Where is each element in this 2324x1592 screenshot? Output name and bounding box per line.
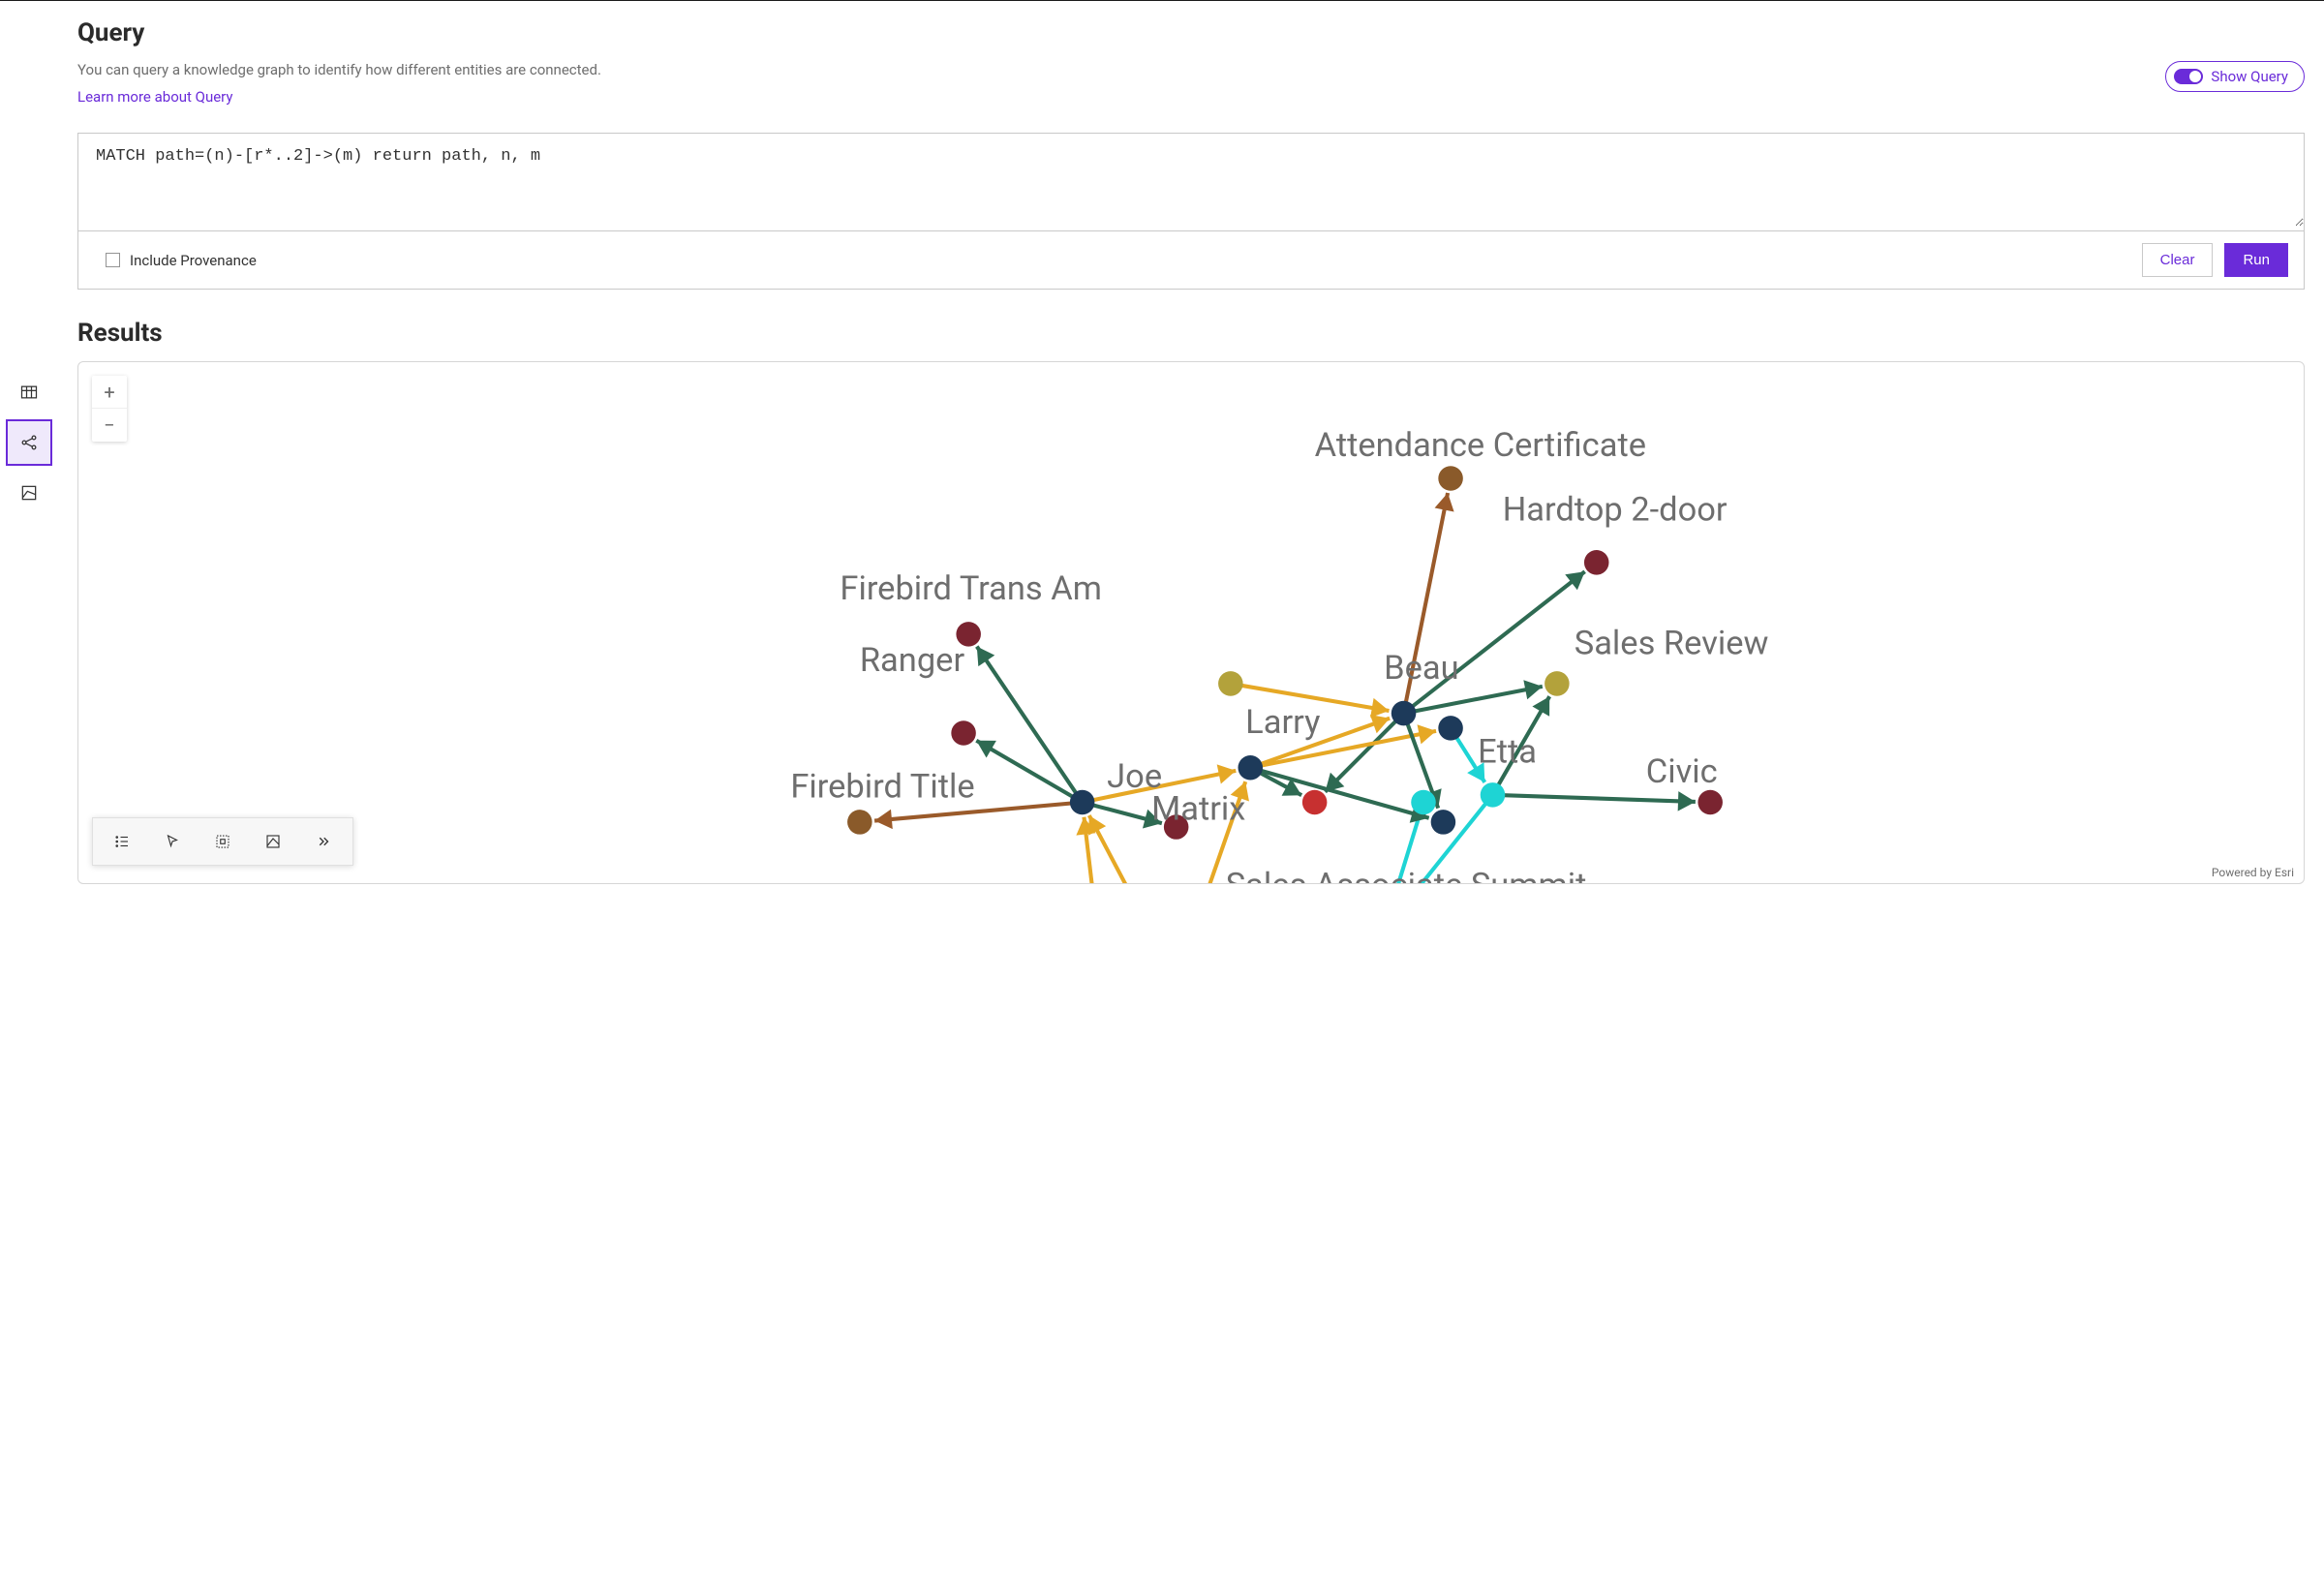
learn-more-link[interactable]: Learn more about Query xyxy=(77,88,233,106)
graph-node-label: Larry xyxy=(1245,703,1320,742)
legend-button[interactable] xyxy=(97,824,147,859)
graph-node[interactable] xyxy=(1438,716,1463,741)
action-buttons: Clear Run xyxy=(2142,243,2288,277)
graph-node[interactable] xyxy=(1431,810,1456,835)
select-button[interactable] xyxy=(147,824,198,859)
graph-edge xyxy=(976,741,1082,803)
clear-button[interactable]: Clear xyxy=(2142,243,2214,277)
graph-icon xyxy=(19,433,39,452)
run-button[interactable]: Run xyxy=(2224,243,2288,277)
graph-node[interactable] xyxy=(1438,466,1463,491)
app-root: Query You can query a knowledge graph to… xyxy=(0,0,2324,1592)
graph-node-label: Hardtop 2-door xyxy=(1503,490,1728,529)
graph-node[interactable] xyxy=(1238,755,1263,781)
zoom-controls: + − xyxy=(92,376,127,442)
show-query-toggle[interactable]: Show Query xyxy=(2165,61,2305,92)
graph-node-label: Firebird Title xyxy=(790,767,974,806)
extent-button[interactable] xyxy=(198,824,248,859)
zoom-in-button[interactable]: + xyxy=(92,376,127,409)
graph-node-label: Beau xyxy=(1384,649,1458,688)
results-title: Results xyxy=(77,319,2305,348)
query-description: You can query a knowledge graph to ident… xyxy=(77,61,2165,78)
list-icon xyxy=(113,833,131,850)
query-actions: Include Provenance Clear Run xyxy=(78,230,2304,289)
graph-node-label: Sales Review xyxy=(1575,624,1769,662)
graph-node[interactable] xyxy=(1544,671,1570,696)
view-table-button[interactable] xyxy=(6,369,52,415)
graph-node-label: Etta xyxy=(1478,733,1537,772)
graph-edge xyxy=(977,647,1083,803)
graph-node[interactable] xyxy=(951,720,976,746)
show-query-label: Show Query xyxy=(2211,68,2288,85)
graph-node[interactable] xyxy=(1697,790,1723,815)
layout-icon xyxy=(264,833,282,850)
graph-node[interactable] xyxy=(1584,550,1609,575)
query-desc-block: You can query a knowledge graph to ident… xyxy=(77,61,2165,106)
query-textarea[interactable] xyxy=(78,134,2304,227)
results-panel: + − Attendance Certificate Hardtop 2-door… xyxy=(77,361,2305,884)
graph-node[interactable] xyxy=(847,810,872,835)
include-provenance-checkbox[interactable]: Include Provenance xyxy=(94,252,257,269)
include-provenance-label: Include Provenance xyxy=(130,252,257,269)
graph-edge xyxy=(1492,791,1695,811)
map-icon xyxy=(19,483,39,503)
extent-icon xyxy=(214,833,231,850)
graph-node[interactable] xyxy=(1218,671,1243,696)
graph-node-label: Civic xyxy=(1646,752,1718,791)
graph-node-label: Sales Associate Summit xyxy=(1226,867,1587,884)
graph-node[interactable] xyxy=(1411,790,1436,815)
view-map-button[interactable] xyxy=(6,470,52,516)
table-icon xyxy=(19,383,39,402)
graph-node-label: Ranger xyxy=(860,641,965,680)
main-content: Query You can query a knowledge graph to… xyxy=(58,1,2324,1592)
more-button[interactable] xyxy=(298,824,349,859)
view-sidebar xyxy=(0,1,58,1592)
query-title: Query xyxy=(77,18,2305,47)
graph-node[interactable] xyxy=(1391,701,1417,726)
graph-node[interactable] xyxy=(1070,790,1095,815)
graph-edge xyxy=(874,802,1083,829)
graph-toolbar xyxy=(92,817,353,866)
checkbox-icon xyxy=(106,253,120,267)
graph-node-label: Firebird Trans Am xyxy=(840,569,1102,608)
toggle-icon xyxy=(2174,69,2203,84)
graph-node-label: Matrix xyxy=(1151,789,1245,828)
query-header-row: You can query a knowledge graph to ident… xyxy=(77,61,2305,106)
chevrons-right-icon xyxy=(315,833,332,850)
cursor-icon xyxy=(164,833,181,850)
layout-button[interactable] xyxy=(248,824,298,859)
graph-node[interactable] xyxy=(1302,790,1328,815)
graph-node[interactable] xyxy=(1481,782,1506,808)
graph-node-label: Attendance Certificate xyxy=(1315,426,1646,465)
attribution-text: Powered by Esri xyxy=(2212,866,2294,879)
knowledge-graph-canvas[interactable]: Attendance Certificate Hardtop 2-door Fire… xyxy=(78,362,2304,884)
view-graph-button[interactable] xyxy=(6,419,52,466)
zoom-out-button[interactable]: − xyxy=(92,409,127,442)
query-box: Include Provenance Clear Run xyxy=(77,133,2305,290)
